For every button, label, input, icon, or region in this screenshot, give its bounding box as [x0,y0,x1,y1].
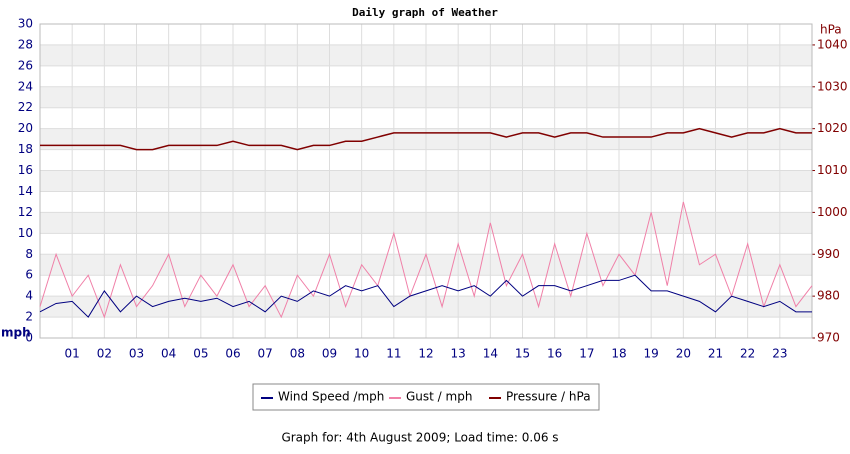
x-tick-label: 15 [515,347,530,361]
y2-tick-label: 990 [817,247,840,261]
x-tick-label: 07 [258,347,273,361]
y-tick-label: 20 [18,121,33,135]
footer: Graph for: 4th August 2009; Load time: 0… [281,431,558,445]
x-tick-label: 08 [290,347,305,361]
x-tick-label: 14 [483,347,498,361]
y2-tick-label: 1000 [817,205,848,219]
x-tick-label: 21 [708,347,723,361]
x-tick-label: 20 [676,347,691,361]
x-tick-label: 05 [193,347,208,361]
series-line [39,274,812,318]
y-tick-label: 14 [18,184,33,198]
x-tick-label: 18 [611,347,626,361]
x-tick-label: 22 [740,347,755,361]
y2-tick-label: 970 [817,331,840,345]
plot-frame [39,23,813,339]
x-tick-label: 12 [418,347,433,361]
x-tick-label: 10 [354,347,369,361]
y-tick-label: 2 [25,310,33,324]
y-tick-label: 8 [25,247,33,261]
x-tick-label: 09 [322,347,337,361]
y-tick-label: 12 [18,205,33,219]
x-tick-label: 19 [644,347,659,361]
y-tick-label: 10 [18,226,33,240]
y-tick-label: 16 [18,163,33,177]
x-tick-label: 02 [97,347,112,361]
y2-tick-label: 980 [817,289,840,303]
x-tick-label: 06 [225,347,240,361]
legend-label: Wind Speed /mph [278,390,384,404]
x-tick-label: 17 [579,347,594,361]
x-tick-label: 11 [386,347,401,361]
y2-tick-label: 1020 [817,121,848,135]
y-tick-label: 0 [25,331,33,345]
y-tick-label: 24 [18,79,33,93]
chart-title: Daily graph of Weather [352,6,498,19]
y2-axis-label: hPa [820,23,842,37]
legend-label: Gust / mph [406,390,472,404]
legend-box [252,383,600,411]
series-line [39,201,813,319]
x-tick-label: 01 [65,347,80,361]
y-tick-label: 30 [18,17,33,31]
y-tick-label: 26 [18,58,33,72]
legend-label: Pressure / hPa [506,390,591,404]
x-tick-label: 23 [772,347,787,361]
series-line [40,127,812,151]
y-tick-label: 18 [18,142,33,156]
y2-tick-label: 1030 [817,79,848,93]
x-tick-label: 13 [451,347,466,361]
x-tick-label: 16 [547,347,562,361]
y-tick-label: 6 [25,268,33,282]
y2-tick-label: 1010 [817,163,848,177]
y-tick-label: 4 [25,289,33,303]
y-tick-label: 28 [18,37,33,51]
y-tick-label: 22 [18,100,33,114]
x-tick-label: 04 [161,347,176,361]
y-axis-label: mph [1,326,31,340]
y2-tick-label: 1040 [817,37,848,51]
x-tick-label: 03 [129,347,144,361]
